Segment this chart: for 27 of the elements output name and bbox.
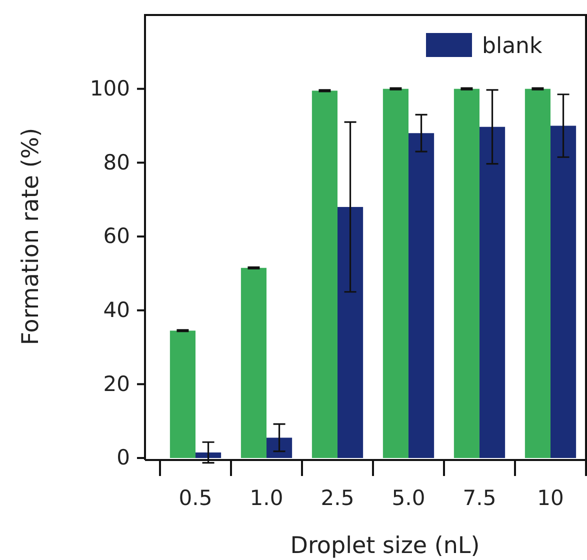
bar [550, 126, 576, 458]
x-tick-label: 1.0 [250, 486, 284, 510]
x-tick-label: 2.5 [320, 486, 354, 510]
y-axis-title: Formation rate (%) [18, 128, 44, 346]
y-tick-label: 20 [103, 372, 130, 396]
bar [240, 268, 266, 458]
bar [196, 452, 222, 458]
x-tick-label: 7.5 [462, 486, 496, 510]
bar [170, 330, 196, 458]
y-tick-label: 100 [90, 76, 130, 101]
bar [454, 88, 480, 458]
y-tick-label: 0 [116, 446, 130, 470]
bar [266, 438, 292, 458]
bar [338, 206, 364, 458]
bar [382, 88, 408, 458]
x-axis-title: Droplet size (nL) [290, 533, 480, 559]
bar [408, 133, 434, 458]
bar [312, 90, 338, 458]
y-tick-label: 40 [103, 298, 130, 322]
x-tick-label: 0.5 [178, 486, 212, 510]
x-tick-label: 5.0 [392, 486, 426, 510]
bar [524, 88, 550, 458]
y-tick-label: 80 [103, 150, 130, 174]
y-tick-label: 60 [103, 224, 130, 248]
bar [480, 126, 506, 458]
x-tick-label: 10 [537, 486, 564, 510]
legend-label: blank [482, 34, 542, 59]
